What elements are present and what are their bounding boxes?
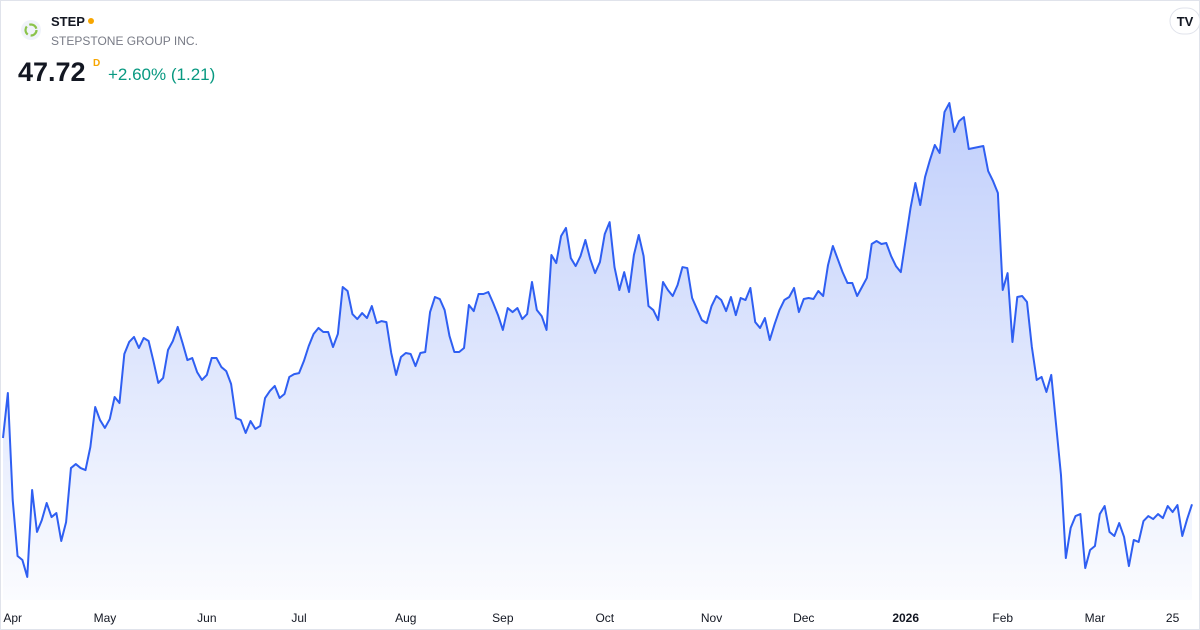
price: 47.72: [18, 57, 86, 87]
company-name: STEPSTONE GROUP INC.: [51, 34, 198, 48]
x-tick-label: Feb: [992, 611, 1013, 625]
logo-bg: [21, 20, 41, 40]
x-tick-label: Apr: [3, 611, 22, 625]
x-tick-label: 25: [1166, 611, 1180, 625]
x-tick-label: Jul: [291, 611, 306, 625]
x-tick-label: May: [94, 611, 117, 625]
x-tick-label: Sep: [492, 611, 514, 625]
tv-logo: TV: [1177, 14, 1194, 29]
status-dot: [88, 18, 94, 24]
area-fill: [3, 103, 1192, 600]
plot-area: Apr May Jun Jul Aug Sep Oct Nov Dec 2026 Feb Mar 25: [2, 102, 1193, 625]
x-tick-label: 2026: [892, 611, 919, 625]
logo: [24, 23, 38, 37]
x-tick-label: Aug: [395, 611, 416, 625]
tv-logo-bg: [1169, 7, 1200, 35]
x-tick-label: Mar: [1085, 611, 1106, 625]
x-tick-label: Nov: [701, 611, 722, 625]
x-tick-label: Dec: [793, 611, 814, 625]
x-tick-label: Jun: [197, 611, 216, 625]
change: +2.60% (1.21): [108, 65, 215, 84]
x-tick-label: Oct: [595, 611, 614, 625]
symbol: STEP: [51, 14, 85, 29]
interval: D: [93, 58, 100, 69]
price-line: [2, 102, 1193, 578]
